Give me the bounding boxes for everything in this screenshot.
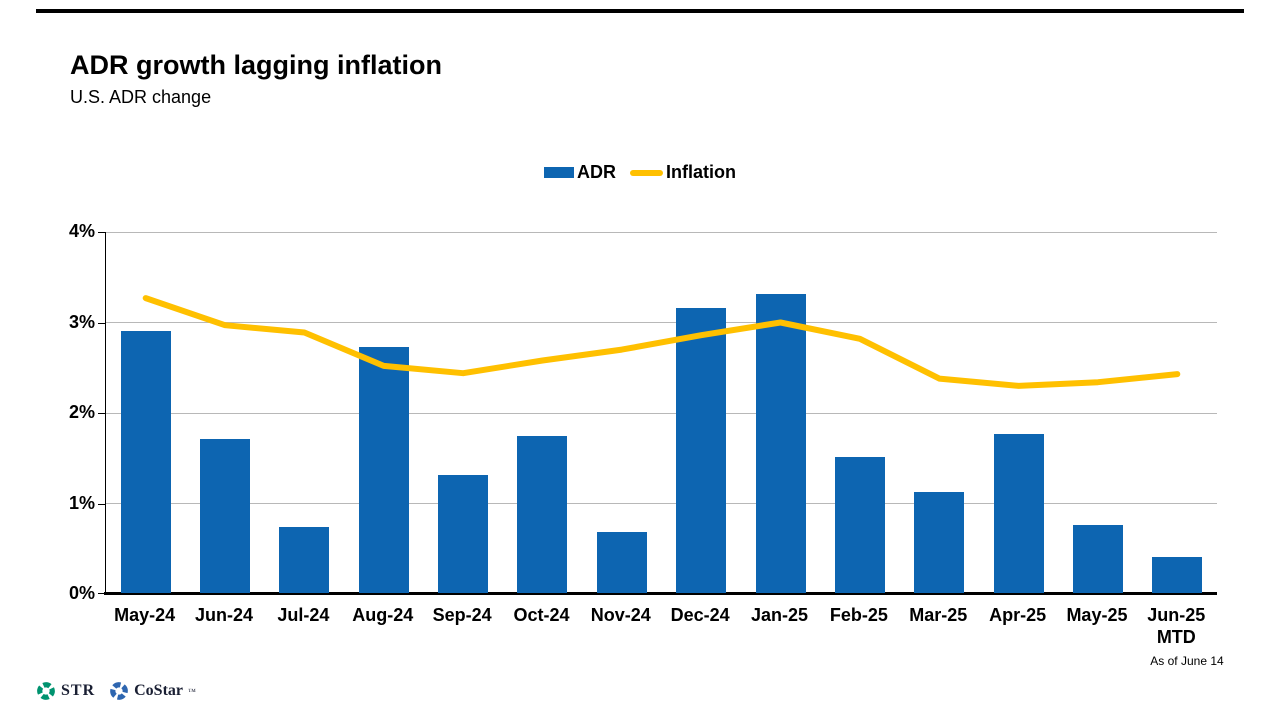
x-axis-label-text: Jul-24 [277, 605, 330, 625]
chart-title: ADR growth lagging inflation [70, 50, 442, 80]
y-axis-label-2%: 2% [68, 402, 95, 422]
bar-Jul-24 [279, 526, 330, 593]
x-axis-label-Dec-24: Dec-24 [661, 604, 740, 626]
y-axis-label-1%: 1% [68, 492, 95, 513]
gridline-3% [106, 322, 1217, 323]
x-axis-label-Jul-24: Jul-24 [264, 604, 343, 626]
bar-Sep-24 [438, 475, 489, 593]
top-divider-rule [36, 9, 1244, 13]
chart-subtitle: U.S. ADR change [70, 87, 212, 107]
y-tick-4% [98, 232, 105, 233]
bar-Nov-24 [596, 532, 647, 593]
bar-Mar-25 [914, 491, 965, 593]
x-axis-label-text: Jun-25 [1147, 605, 1206, 625]
bar-Aug-24 [358, 346, 409, 593]
x-axis-label-Jun-24: Jun-24 [184, 604, 263, 626]
y-axis-label-3%: 3% [68, 311, 95, 332]
str-logo-text: STR [61, 682, 96, 699]
legend: ADR Inflation [0, 162, 1280, 183]
plot-area [98, 231, 1217, 595]
str-logo: STR [36, 681, 95, 701]
x-axis-label-Jun-25: Jun-25 MTD [1137, 604, 1216, 648]
x-axis-label-text: Oct-24 [513, 605, 570, 625]
x-axis-label-Feb-25: Feb-25 [819, 604, 898, 626]
legend-swatch-adr [544, 167, 574, 178]
y-axis-label-0%: 0% [68, 583, 95, 603]
bar-Jun-24 [200, 439, 251, 593]
x-axis-label-Mar-25: Mar-25 [899, 604, 978, 626]
costar-logo: CoStar ™ [109, 681, 196, 701]
footer-logos: STR CoStar ™ [36, 681, 196, 701]
y-tick-2% [98, 413, 105, 414]
x-axis-label-text: Feb-25 [829, 605, 888, 625]
bar-Dec-24 [676, 307, 727, 593]
x-axis-label-text: Mar-25 [909, 605, 968, 625]
x-axis-label-Jan-25: Jan-25 [740, 604, 819, 626]
bar-Apr-25 [993, 433, 1044, 593]
y-tick-3% [98, 322, 105, 324]
x-axis-label-May-24: May-24 [105, 604, 184, 626]
x-axis-label-text: Jan-25 [750, 605, 809, 625]
inflation-line [142, 295, 1181, 389]
x-axis-label-text: Sep-24 [432, 605, 492, 625]
gridline-4% [106, 231, 1217, 233]
gridline-1% [106, 503, 1217, 504]
x-axis-label-text: Nov-24 [590, 605, 651, 625]
x-axis-line [104, 592, 1217, 595]
x-axis-label-Aug-24: Aug-24 [343, 604, 422, 626]
legend-swatch-inflation [630, 169, 663, 176]
trademark-symbol: ™ [188, 686, 196, 696]
x-axis-label-Sep-24: Sep-24 [422, 604, 501, 626]
x-axis-label-Oct-24: Oct-24 [502, 604, 581, 626]
costar-logo-text: CoStar [134, 682, 184, 699]
y-tick-0% [98, 593, 105, 594]
legend-item-adr: ADR [544, 162, 616, 183]
x-axis-label-mtd: MTD [1156, 627, 1196, 647]
costar-pinwheel-icon [110, 682, 128, 700]
bar-Feb-25 [834, 457, 885, 593]
x-axis-label-text: Aug-24 [352, 605, 414, 625]
x-axis-label-text: May-24 [114, 605, 176, 625]
str-pinwheel-icon [37, 682, 55, 700]
x-axis-label-May-25: May-25 [1057, 604, 1136, 626]
bar-Jun-25 [1152, 556, 1203, 593]
x-axis-label-text: May-25 [1066, 605, 1128, 625]
bar-Oct-24 [517, 435, 568, 593]
legend-label-adr: ADR [577, 162, 616, 182]
x-axis-label-text: Apr-25 [989, 605, 1047, 625]
x-axis-label-text: Dec-24 [670, 605, 730, 625]
gridline-2% [106, 412, 1217, 414]
x-axis-label-Apr-25: Apr-25 [978, 604, 1057, 626]
bar-Jan-25 [755, 294, 806, 593]
bar-May-24 [120, 330, 171, 593]
x-axis-label-Nov-24: Nov-24 [581, 604, 660, 626]
y-tick-1% [98, 503, 105, 505]
as-of-note: As of June 14 [1150, 654, 1224, 668]
x-axis-label-text: Jun-24 [195, 605, 254, 625]
y-axis-label-4%: 4% [68, 221, 95, 241]
legend-item-inflation: Inflation [630, 162, 736, 183]
legend-label-inflation: Inflation [666, 162, 736, 182]
bar-May-25 [1072, 525, 1123, 593]
